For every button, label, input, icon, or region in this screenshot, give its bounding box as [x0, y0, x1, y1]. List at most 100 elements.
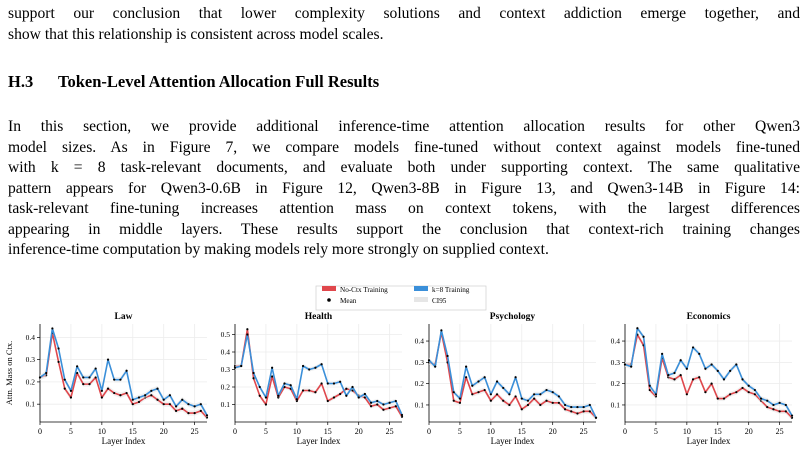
- mean-point: [489, 399, 492, 402]
- mean-point: [502, 386, 505, 390]
- mean-point: [465, 365, 468, 368]
- mean-point: [326, 382, 329, 385]
- series-line: [625, 333, 793, 419]
- mean-point: [452, 391, 455, 394]
- x-tick-label: 10: [98, 427, 106, 436]
- mean-point: [168, 394, 171, 397]
- mean-point: [271, 366, 274, 369]
- mean-point: [434, 365, 437, 368]
- mean-point: [766, 399, 769, 402]
- mean-point: [82, 383, 85, 386]
- mean-point: [63, 387, 66, 390]
- mean-point: [679, 359, 682, 362]
- chart-title: Psychology: [490, 312, 536, 322]
- y-tick-label: 0.2: [221, 383, 231, 392]
- mean-point: [150, 394, 153, 397]
- legend-label: No-Ctx Training: [340, 286, 388, 294]
- mean-point: [388, 401, 391, 404]
- mean-point: [594, 416, 598, 419]
- legend-swatch: [322, 286, 336, 291]
- legend-label: Mean: [340, 297, 357, 305]
- mean-point: [400, 413, 404, 417]
- mean-point: [704, 367, 707, 370]
- mean-point: [753, 388, 756, 392]
- mean-point: [252, 371, 255, 375]
- mean-point: [716, 397, 719, 400]
- chart-title: Law: [115, 312, 133, 322]
- mean-point: [332, 382, 336, 385]
- mean-point: [673, 378, 676, 381]
- mean-point: [264, 403, 268, 406]
- paragraph-line: In this section, we provide additional i…: [8, 118, 800, 135]
- mean-point: [427, 359, 431, 362]
- x-axis-label: Layer Index: [491, 436, 535, 446]
- mean-point: [271, 375, 274, 378]
- mean-point: [710, 382, 713, 385]
- mean-point: [747, 384, 750, 387]
- x-axis-label: Layer Index: [297, 436, 341, 446]
- y-axis-label: Attn. Mass on Ctx.: [4, 341, 14, 405]
- mean-point: [471, 393, 474, 396]
- y-tick-label: 0.3: [26, 355, 36, 364]
- mean-point: [199, 409, 202, 412]
- ci-band: [429, 329, 596, 421]
- mean-point: [520, 408, 523, 411]
- mean-point: [119, 394, 122, 397]
- mean-point: [630, 365, 633, 368]
- mean-point: [181, 407, 184, 410]
- mean-point: [557, 401, 560, 404]
- mean-point: [514, 376, 517, 379]
- mean-point: [51, 327, 54, 330]
- mean-point: [533, 397, 536, 400]
- legend-swatch: [414, 297, 428, 302]
- mean-point: [440, 329, 443, 332]
- mean-point: [735, 363, 738, 366]
- mean-point: [446, 354, 449, 358]
- mean-point: [94, 367, 97, 370]
- mean-point: [193, 411, 196, 415]
- mean-point: [125, 369, 128, 372]
- mean-point: [320, 382, 323, 385]
- mean-point: [258, 394, 261, 397]
- mean-point: [88, 383, 91, 386]
- mean-point: [69, 389, 73, 392]
- mean-point: [76, 365, 79, 368]
- paragraph-line: appearing in middle layers. These result…: [8, 220, 800, 238]
- paragraph-line: with k = 8 task-relevant documents, and …: [8, 159, 800, 176]
- legend-box: [315, 285, 487, 311]
- mean-point: [144, 394, 147, 397]
- mean-point: [205, 414, 209, 417]
- mean-point: [741, 378, 744, 381]
- x-tick-label: 25: [191, 427, 199, 436]
- ci-band: [40, 330, 207, 421]
- mean-point: [162, 398, 165, 401]
- mean-point: [539, 403, 542, 407]
- mean-point: [308, 368, 311, 371]
- mean-point: [301, 389, 305, 392]
- mean-point: [784, 403, 787, 407]
- chart-panel: 0.1 0.2 0.3 0.4 0 5 10 15 20 25 Law Layer Index Attn…: [4, 312, 209, 446]
- y-tick-label: 0.1: [26, 400, 36, 409]
- mean-point: [45, 371, 48, 375]
- x-tick-label: 0: [38, 427, 42, 436]
- section-title: Token-Level Attention Allocation Full Re…: [58, 72, 380, 91]
- series-line: [624, 327, 793, 417]
- y-tick-label: 0.1: [611, 400, 621, 409]
- x-tick-label: 15: [714, 427, 722, 436]
- y-tick-label: 0.4: [415, 337, 425, 346]
- mean-point: [57, 347, 60, 350]
- mean-point: [394, 405, 397, 408]
- mean-point: [588, 410, 591, 413]
- x-tick-label: 5: [69, 427, 73, 436]
- mean-point: [508, 393, 511, 396]
- mean-point: [661, 352, 664, 355]
- mean-point: [233, 366, 237, 369]
- mean-point: [539, 393, 542, 396]
- mean-point: [187, 403, 190, 406]
- y-tick-label: 0.2: [611, 379, 621, 388]
- mean-point: [137, 400, 141, 404]
- legend-mean-marker: [327, 298, 331, 302]
- mean-point: [113, 391, 116, 395]
- mean-point: [784, 410, 787, 413]
- x-tick-label: 10: [293, 427, 301, 436]
